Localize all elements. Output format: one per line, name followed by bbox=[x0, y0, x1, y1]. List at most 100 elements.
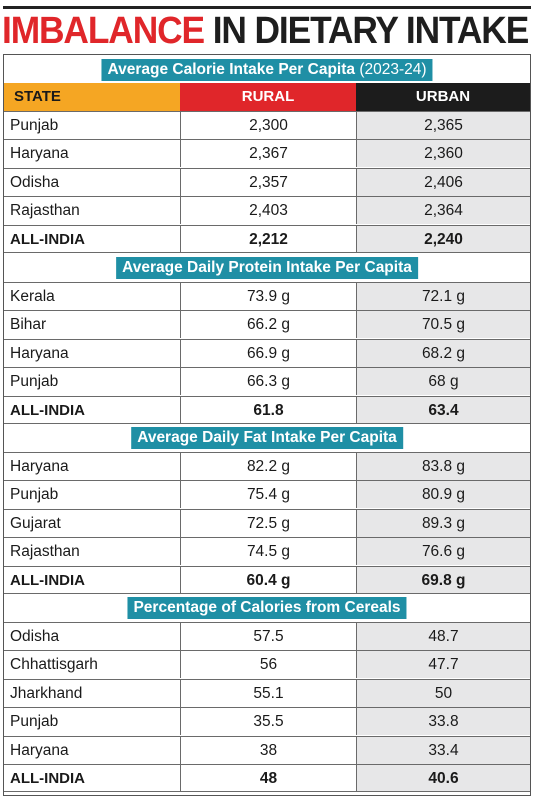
rural-cell: 55.1 bbox=[180, 679, 356, 707]
table-row: Haryana 66.9 g 68.2 g bbox=[4, 338, 530, 367]
section-title-text: Average Calorie Intake Per Capita bbox=[107, 61, 355, 78]
urban-cell: 63.4 bbox=[356, 396, 530, 423]
rural-cell: 48 bbox=[180, 765, 356, 791]
rural-cell: 60.4 g bbox=[180, 566, 356, 593]
state-cell: Kerala bbox=[4, 283, 180, 310]
rural-cell: 2,212 bbox=[180, 225, 356, 252]
column-header-rural: RURAL bbox=[180, 83, 356, 111]
urban-cell: 68 g bbox=[356, 368, 530, 396]
title-rest: IN DIETARY INTAKE bbox=[212, 10, 530, 52]
urban-cell: 2,364 bbox=[356, 197, 530, 225]
table-row: Jharkhand 55.1 50 bbox=[4, 678, 530, 707]
urban-cell: 2,360 bbox=[356, 140, 530, 168]
table-row: Haryana 2,367 2,360 bbox=[4, 139, 530, 168]
urban-cell: 80.9 g bbox=[356, 481, 530, 509]
rural-cell: 75.4 g bbox=[180, 481, 356, 509]
rural-cell: 82.2 g bbox=[180, 453, 356, 480]
rural-cell: 2,300 bbox=[180, 112, 356, 139]
urban-cell: 70.5 g bbox=[356, 311, 530, 339]
section-title-period: (2023-24) bbox=[359, 61, 427, 78]
urban-cell: 48.7 bbox=[356, 623, 530, 650]
section-title: Average Daily Fat Intake Per Capita bbox=[131, 427, 403, 449]
rural-cell: 2,403 bbox=[180, 197, 356, 225]
state-cell: Haryana bbox=[4, 736, 180, 764]
table-row: Odisha 57.5 48.7 bbox=[4, 622, 530, 650]
page-title: IMBALANCE IN DIETARY INTAKE bbox=[2, 10, 529, 52]
table-row: Rajasthan 2,403 2,364 bbox=[4, 196, 530, 225]
section-header: Percentage of Calories from Cereals bbox=[0, 594, 534, 622]
rural-cell: 74.5 g bbox=[180, 538, 356, 566]
section-title-text: Average Daily Fat Intake Per Capita bbox=[137, 429, 397, 446]
state-cell: ALL-INDIA bbox=[4, 566, 180, 593]
section-title: Percentage of Calories from Cereals bbox=[127, 597, 407, 619]
table-row: Punjab 35.5 33.8 bbox=[4, 707, 530, 736]
rural-cell: 73.9 g bbox=[180, 283, 356, 310]
rural-cell: 2,367 bbox=[180, 140, 356, 168]
rural-cell: 66.2 g bbox=[180, 311, 356, 339]
state-cell: Punjab bbox=[4, 112, 180, 139]
urban-cell: 33.8 bbox=[356, 708, 530, 736]
state-cell: Haryana bbox=[4, 140, 180, 168]
rural-cell: 61.8 bbox=[180, 396, 356, 423]
table-row: Chhattisgarh 56 47.7 bbox=[4, 650, 530, 679]
table-row: Bihar 66.2 g 70.5 g bbox=[4, 310, 530, 339]
table-row: Punjab 2,300 2,365 bbox=[4, 111, 530, 139]
state-cell: ALL-INDIA bbox=[4, 225, 180, 252]
urban-cell: 72.1 g bbox=[356, 283, 530, 310]
rural-cell: 72.5 g bbox=[180, 509, 356, 537]
urban-cell: 2,240 bbox=[356, 225, 530, 252]
state-cell: Punjab bbox=[4, 481, 180, 509]
table-row: Haryana 38 33.4 bbox=[4, 735, 530, 764]
urban-cell: 76.6 g bbox=[356, 538, 530, 566]
rural-cell: 35.5 bbox=[180, 708, 356, 736]
urban-cell: 40.6 bbox=[356, 765, 530, 791]
urban-cell: 83.8 g bbox=[356, 453, 530, 480]
table-total-row: ALL-INDIA 61.8 63.4 bbox=[4, 395, 530, 424]
rural-cell: 2,357 bbox=[180, 168, 356, 196]
table-row: Rajasthan 74.5 g 76.6 g bbox=[4, 537, 530, 566]
title-highlight: IMBALANCE bbox=[2, 10, 205, 52]
table-row: Kerala 73.9 g 72.1 g bbox=[4, 282, 530, 310]
state-cell: Punjab bbox=[4, 368, 180, 396]
table-row: Odisha 2,357 2,406 bbox=[4, 167, 530, 196]
state-cell: Haryana bbox=[4, 339, 180, 367]
state-cell: Odisha bbox=[4, 168, 180, 196]
table-total-row: ALL-INDIA 48 40.6 bbox=[4, 764, 530, 792]
rural-cell: 57.5 bbox=[180, 623, 356, 650]
section-title-text: Percentage of Calories from Cereals bbox=[133, 599, 401, 616]
state-cell: ALL-INDIA bbox=[4, 765, 180, 791]
rural-cell: 66.3 g bbox=[180, 368, 356, 396]
state-cell: Punjab bbox=[4, 708, 180, 736]
state-cell: ALL-INDIA bbox=[4, 396, 180, 423]
rural-cell: 66.9 g bbox=[180, 339, 356, 367]
urban-cell: 68.2 g bbox=[356, 339, 530, 367]
state-cell: Bihar bbox=[4, 311, 180, 339]
urban-cell: 2,406 bbox=[356, 168, 530, 196]
state-cell: Odisha bbox=[4, 623, 180, 650]
urban-cell: 2,365 bbox=[356, 112, 530, 139]
section-header: Average Calorie Intake Per Capita (2023-… bbox=[0, 56, 534, 84]
column-header-state: STATE bbox=[4, 83, 180, 111]
urban-cell: 89.3 g bbox=[356, 509, 530, 537]
state-cell: Jharkhand bbox=[4, 679, 180, 707]
table-total-row: ALL-INDIA 2,212 2,240 bbox=[4, 224, 530, 253]
table-row: Gujarat 72.5 g 89.3 g bbox=[4, 508, 530, 537]
table-row: Punjab 66.3 g 68 g bbox=[4, 367, 530, 396]
rural-cell: 56 bbox=[180, 651, 356, 679]
top-rule bbox=[3, 6, 531, 9]
urban-cell: 69.8 g bbox=[356, 566, 530, 593]
rural-cell: 38 bbox=[180, 736, 356, 764]
table-frame bbox=[3, 54, 531, 796]
column-header-urban: URBAN bbox=[356, 83, 530, 111]
state-cell: Rajasthan bbox=[4, 538, 180, 566]
section-title: Average Daily Protein Intake Per Capita bbox=[116, 257, 418, 279]
section-title: Average Calorie Intake Per Capita (2023-… bbox=[101, 59, 433, 81]
section-header: Average Daily Fat Intake Per Capita bbox=[0, 424, 534, 452]
section-header: Average Daily Protein Intake Per Capita bbox=[0, 254, 534, 282]
state-cell: Rajasthan bbox=[4, 197, 180, 225]
section-title-text: Average Daily Protein Intake Per Capita bbox=[122, 259, 412, 276]
state-cell: Haryana bbox=[4, 453, 180, 480]
state-cell: Gujarat bbox=[4, 509, 180, 537]
table-row: Haryana 82.2 g 83.8 g bbox=[4, 452, 530, 480]
urban-cell: 47.7 bbox=[356, 651, 530, 679]
